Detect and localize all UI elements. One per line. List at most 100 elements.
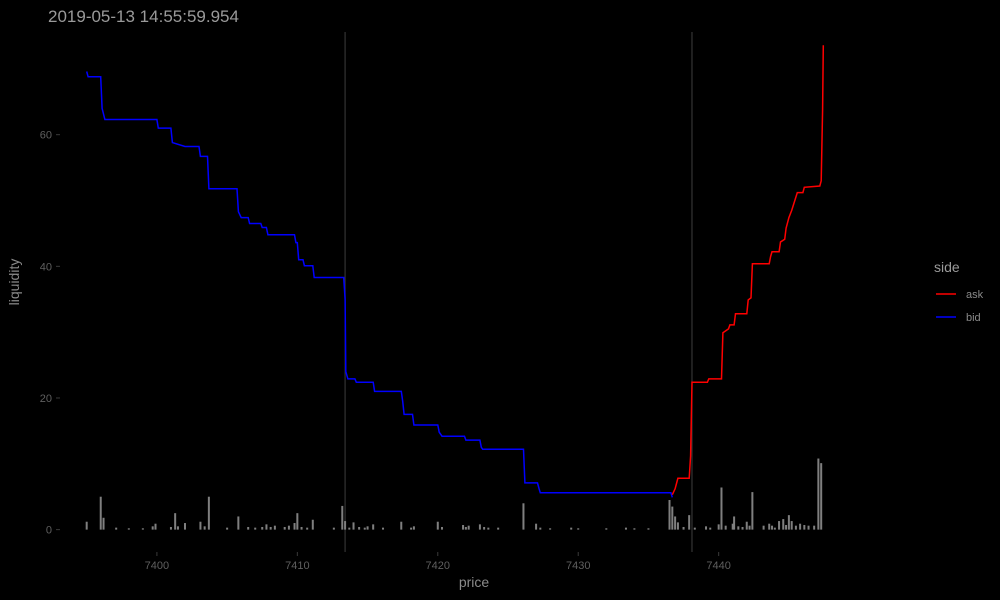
volume-bar-76 [737,526,740,530]
volume-bar-78 [745,521,748,530]
series-ask-line [671,45,825,496]
volume-bar-40 [400,521,403,530]
volume-bar-55 [549,528,552,530]
chart-title: 2019-05-13 14:55:59.954 [48,7,239,26]
volume-bar-71 [717,524,720,530]
volume-bar-22 [273,525,276,530]
volume-bar-16 [237,516,240,530]
volume-bar-82 [768,523,771,530]
volume-bar-7 [154,523,157,530]
volume-bar-15 [226,527,229,530]
volume-bar-1 [99,496,102,530]
volume-bar-5 [141,528,144,530]
legend-title: side [934,259,960,275]
volume-bar-89 [790,521,793,530]
volume-bar-92 [803,525,806,530]
volume-bar-51 [497,527,500,530]
volume-bar-72 [720,487,723,530]
legend-label-bid: bid [966,312,981,324]
volume-bar-85 [778,521,781,530]
volume-bar-81 [762,525,765,530]
volume-bar-42 [412,526,415,530]
volume-bar-59 [624,527,627,530]
y-tick-label-40: 40 [40,261,52,273]
y-axis-title: liquidity [6,259,22,306]
volume-bar-31 [341,505,344,530]
volume-bar-80 [751,492,754,530]
depth-series [85,45,825,498]
volume-bar-25 [293,523,296,530]
volume-bar-84 [773,527,776,530]
volume-bar-43 [436,521,439,530]
volume-bar-45 [462,525,465,530]
volume-bar-79 [748,525,751,530]
x-tick-label-7400: 7400 [145,560,169,572]
volume-bar-95 [817,458,820,530]
volume-bars [85,458,823,530]
volume-bar-30 [332,527,335,530]
volume-bar-34 [352,522,355,530]
series-bid-line [85,71,674,498]
volume-bar-48 [478,524,481,530]
volume-bar-12 [199,521,202,530]
volume-bar-19 [261,526,264,530]
volume-bar-93 [807,525,810,530]
legend: side ask bid [934,259,984,324]
volume-bar-94 [813,525,816,530]
volume-bar-88 [787,515,790,530]
volume-bar-28 [306,527,309,530]
x-tick-label-7420: 7420 [426,560,450,572]
volume-bar-37 [366,526,369,530]
volume-bar-23 [283,526,286,530]
volume-bar-53 [535,523,538,530]
volume-bar-60 [633,528,636,530]
volume-bar-11 [183,523,186,530]
volume-bar-38 [372,524,375,530]
x-axis: 7400 7410 7420 7430 7440 [145,552,731,572]
volume-bar-33 [348,527,351,530]
volume-bar-46 [464,526,467,530]
volume-bar-87 [785,525,788,530]
volume-bar-17 [247,526,250,530]
volume-bar-3 [115,527,118,530]
volume-bar-54 [539,527,542,530]
volume-bar-18 [254,527,257,530]
volume-bar-61 [647,528,650,530]
volume-bar-4 [127,528,130,530]
volume-bar-73 [724,525,727,530]
volume-bar-49 [483,526,486,530]
y-tick-label-60: 60 [40,130,52,142]
volume-bar-75 [733,516,736,530]
volume-bar-21 [269,526,272,530]
volume-bar-39 [382,527,385,530]
volume-bar-47 [467,525,470,530]
volume-bar-74 [731,523,734,530]
volume-bar-67 [688,515,691,530]
x-tick-label-7430: 7430 [566,560,590,572]
volume-bar-86 [782,519,785,530]
volume-bar-91 [799,523,802,530]
volume-bar-14 [207,496,210,530]
volume-bar-36 [363,527,366,530]
volume-bar-65 [676,522,679,530]
volume-bar-58 [605,528,608,530]
volume-bar-50 [487,527,490,530]
volume-bar-10 [176,526,179,530]
x-tick-label-7410: 7410 [285,560,309,572]
volume-bar-57 [577,528,580,530]
volume-bar-64 [674,516,677,530]
y-tick-label-0: 0 [46,525,52,537]
volume-bar-9 [174,513,177,530]
volume-bar-32 [344,521,347,530]
volume-bar-8 [169,526,172,530]
volume-bar-96 [820,463,823,530]
volume-bar-26 [296,513,299,530]
volume-bar-63 [671,506,674,530]
x-axis-title: price [459,574,490,590]
volume-bar-24 [287,525,290,530]
volume-bar-27 [300,526,303,530]
vertical-lines [344,32,693,552]
volume-bar-41 [410,527,413,530]
volume-bar-66 [682,526,685,530]
